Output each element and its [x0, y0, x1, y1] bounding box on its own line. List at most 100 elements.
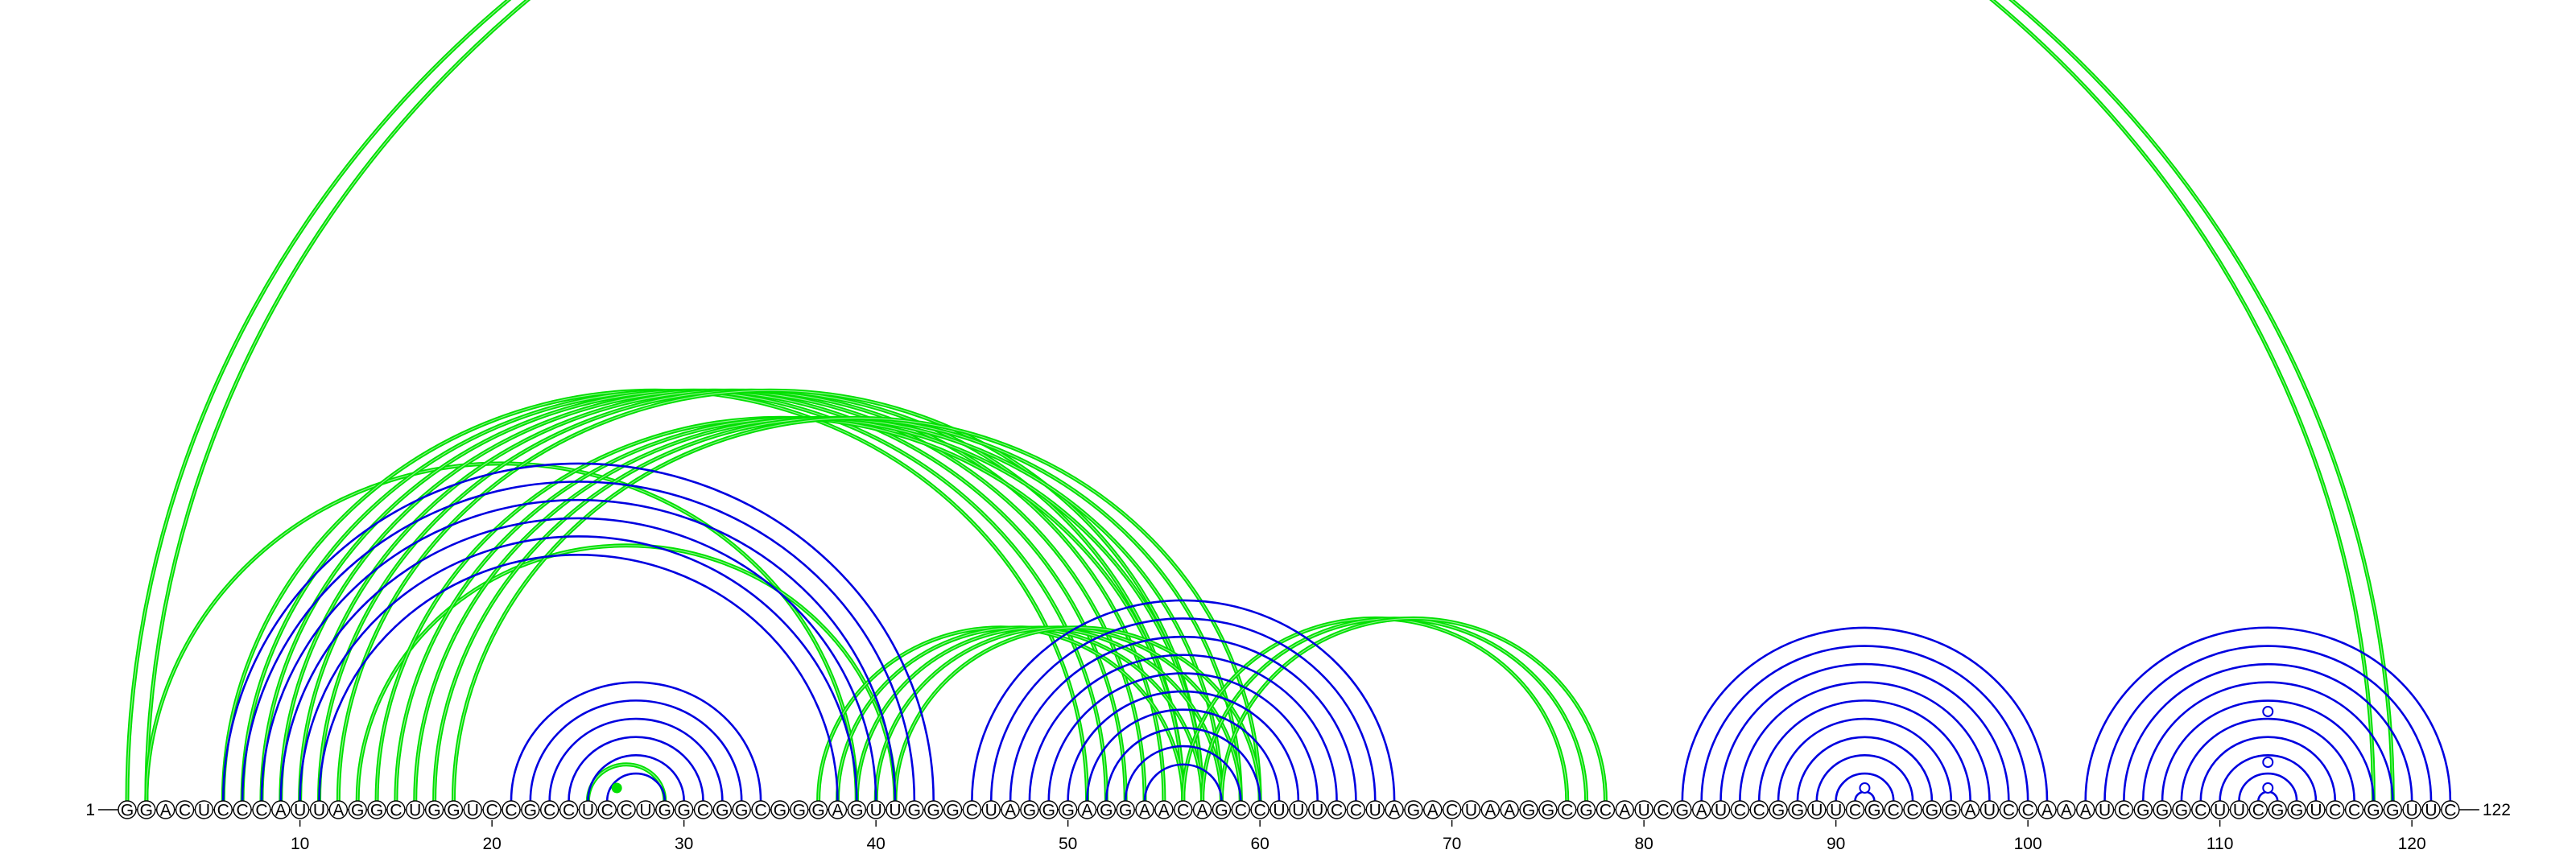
nucleotide-letter: C: [1657, 802, 1669, 820]
nucleotide-letter: C: [1849, 802, 1861, 820]
nucleotide-letter: U: [1465, 802, 1477, 820]
nucleotide: U: [1807, 800, 1827, 820]
nucleotide-letter: C: [1753, 802, 1765, 820]
nucleotide-circle: [1922, 800, 1942, 819]
base-pair-arc: [1009, 635, 1357, 802]
nucleotide-circle: [1691, 800, 1711, 819]
nucleotide: C: [1884, 800, 1903, 820]
base-pair-arc: [260, 498, 897, 802]
nucleotide-letter: G: [1926, 802, 1938, 820]
nucleotide-letter: G: [735, 802, 748, 820]
base-pair-arc: [1086, 708, 1281, 802]
nucleotide-circle: [2114, 800, 2134, 819]
nucleotide-circle: [2402, 800, 2421, 819]
nucleotide: A: [2075, 800, 2095, 820]
nucleotide-letter: C: [601, 802, 613, 820]
base-pair-arc: [989, 617, 1377, 802]
nucleotide-letter: A: [275, 802, 287, 820]
nucleotide-letter: A: [160, 802, 171, 820]
base-pair-arc: [1105, 727, 1261, 802]
nucleotide-letter: U: [1810, 802, 1823, 820]
nucleotide: C: [559, 800, 579, 820]
nucleotide-letter: G: [1791, 802, 1804, 820]
nucleotide-circle: [271, 800, 291, 819]
nucleotide: C: [233, 800, 252, 820]
nucleotide: C: [1845, 800, 1865, 820]
nucleotide-letter: G: [1042, 802, 1055, 820]
nucleotide-letter: U: [870, 802, 882, 820]
nucleotide: G: [1116, 800, 1135, 820]
nucleotide-circle: [2018, 800, 2037, 819]
nucleotide: G: [1538, 800, 1558, 820]
base-pair-arc: [529, 699, 743, 802]
base-pair-arc: [548, 717, 724, 802]
nucleotide-circle: [1020, 800, 1039, 819]
nucleotide: A: [1077, 800, 1097, 820]
nucleotide-letter: A: [1005, 802, 1016, 820]
nucleotide-letter: A: [832, 802, 843, 820]
nucleotide: C: [693, 800, 713, 820]
nucleotide-letter: U: [985, 802, 997, 820]
nucleotide: C: [597, 800, 617, 820]
tertiary-arc-highlight: [146, 0, 2393, 802]
nucleotide: C: [502, 800, 521, 820]
nucleotide-letter: G: [2290, 802, 2303, 820]
nucleotide-letter: C: [2444, 802, 2456, 820]
nucleotide: C: [2018, 800, 2037, 820]
base-pair-arc: [1700, 645, 2029, 802]
nucleotide: A: [1480, 800, 1501, 820]
base-pair-arc: [1739, 681, 1991, 802]
nucleotide-letter: G: [370, 802, 383, 820]
nucleotide-letter: C: [390, 802, 402, 820]
nucleotide-letter: A: [1619, 802, 1630, 820]
nucleotide-letter: G: [2156, 802, 2169, 820]
nucleotide-letter: A: [1696, 802, 1707, 820]
open-marker: [2262, 757, 2274, 768]
nucleotide: C: [482, 800, 502, 820]
nucleotide: C: [751, 800, 770, 820]
nucleotide-circle: [309, 800, 329, 819]
nucleotide-circle: [155, 800, 175, 819]
nucleotide-circle: [943, 800, 963, 819]
base-pair-arc: [1124, 745, 1242, 802]
nucleotide-circle: [1212, 800, 1232, 819]
nucleotide-letter: C: [1600, 802, 1612, 820]
nucleotide: G: [1096, 800, 1117, 820]
nucleotide-letter: C: [1235, 802, 1247, 820]
nucleotide-circle: [1769, 800, 1788, 819]
nucleotide-circle: [1749, 800, 1769, 819]
nucleotide-letter: G: [946, 802, 959, 820]
nucleotide-letter: U: [1984, 802, 1996, 820]
nucleotide: C: [2248, 800, 2268, 820]
nucleotide-circle: [1385, 800, 1404, 819]
nucleotide-letter: G: [677, 802, 690, 820]
nucleotide-letter: C: [2118, 802, 2130, 820]
nucleotide-circle: [2287, 800, 2306, 819]
nucleotide-circle: [636, 800, 655, 819]
base-pair-arc: [241, 481, 916, 802]
nucleotide-letter: U: [1715, 802, 1727, 820]
nucleotide-circle: [2037, 800, 2057, 819]
nucleotide: C: [1749, 800, 1769, 820]
nucleotide-circle: [1307, 800, 1327, 819]
nucleotide-circle: [502, 800, 521, 819]
nucleotide-letter: U: [409, 802, 421, 820]
nucleotide-circle: [1942, 800, 1961, 819]
nucleotide: G: [118, 800, 137, 820]
nucleotide-letter: A: [1389, 802, 1400, 820]
nucleotide: U: [636, 800, 655, 820]
nucleotide-letter: C: [2329, 802, 2341, 820]
nucleotide-circle: [790, 800, 809, 819]
nucleotide: U: [578, 800, 598, 820]
base-pair-arc: [2141, 681, 2394, 802]
nucleotide: G: [2268, 800, 2287, 820]
nucleotide-letter: A: [2061, 802, 2072, 820]
nucleotide-circle: [1461, 800, 1481, 819]
nucleotide-circle: [233, 800, 252, 819]
nucleotide-circle: [194, 800, 214, 819]
nucleotide-letter: A: [1965, 802, 1976, 820]
open-marker: [2262, 706, 2274, 717]
nucleotide-letter: G: [447, 802, 460, 820]
nucleotide: G: [444, 800, 464, 820]
nucleotide: G: [2287, 800, 2306, 820]
